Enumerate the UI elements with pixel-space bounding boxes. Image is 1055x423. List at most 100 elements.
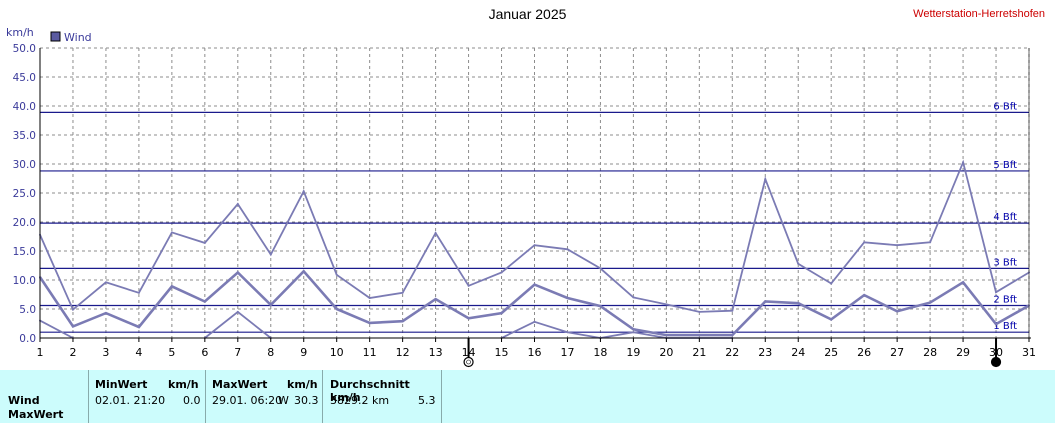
- y-tick-label: 0.0: [19, 333, 36, 345]
- x-tick-label: 13: [429, 346, 443, 359]
- y-axis-unit: km/h: [6, 26, 34, 39]
- data-point-min: [533, 320, 536, 323]
- data-point-max: [335, 273, 338, 276]
- y-tick-label: 25.0: [13, 188, 36, 200]
- x-tick-label: 9: [300, 346, 307, 359]
- x-tick-label: 18: [593, 346, 607, 359]
- x-tick-label: 23: [758, 346, 772, 359]
- x-tick-label: 2: [69, 346, 76, 359]
- x-tick-label: 16: [528, 346, 542, 359]
- y-tick-label: 45.0: [13, 72, 36, 84]
- data-point-avg: [665, 334, 668, 337]
- x-tick-label: 1: [37, 346, 44, 359]
- x-tick-label: 5: [168, 346, 175, 359]
- data-point-min: [566, 331, 569, 334]
- data-point-avg: [335, 308, 338, 310]
- data-point-avg: [896, 310, 899, 313]
- stats-max-column: MaxWert km/h 29.01. 06:20 W 30.3: [205, 370, 323, 423]
- data-point-avg: [830, 318, 833, 321]
- stats-avg-column: Durchschnitt km/h 3829.2 km 5.3: [322, 370, 442, 423]
- data-point-avg: [962, 281, 965, 284]
- x-tick-label: 8: [267, 346, 274, 359]
- y-tick-label: 50.0: [13, 43, 36, 55]
- data-point-avg: [104, 312, 107, 315]
- x-tick-label: 24: [791, 346, 805, 359]
- series-line-min: [39, 319, 74, 339]
- y-tick-label: 10.0: [13, 275, 36, 287]
- data-point-max: [104, 281, 107, 284]
- data-point-max: [764, 178, 767, 181]
- data-point-max: [71, 308, 74, 311]
- max-value: 30.3: [294, 394, 319, 407]
- x-tick-label: 29: [956, 346, 970, 359]
- data-point-max: [269, 253, 272, 256]
- stats-row-maxwert: MaxWert: [8, 408, 64, 421]
- data-point-max: [797, 262, 800, 265]
- data-point-avg: [566, 296, 569, 299]
- data-point-max: [203, 241, 206, 244]
- x-tick-label: 12: [396, 346, 410, 359]
- x-tick-label: 21: [692, 346, 706, 359]
- wind-chart: km/h Wind 0.0 5.0 10.0 15.0 20.0 25.0 30.0 35.0…: [6, 26, 1036, 368]
- data-point-avg: [203, 300, 206, 303]
- data-point-avg: [698, 334, 701, 337]
- data-point-avg: [929, 301, 932, 304]
- data-point-avg: [434, 298, 437, 301]
- data-point-max: [467, 284, 470, 287]
- y-tick-label: 30.0: [13, 159, 36, 171]
- x-tick-label: 10: [330, 346, 344, 359]
- data-point-max: [665, 303, 668, 306]
- full-moon-inner: [466, 359, 471, 365]
- data-point-avg: [797, 302, 800, 305]
- beaufort-label: 6 Bft: [993, 101, 1017, 112]
- y-tick-label: 20.0: [13, 217, 36, 229]
- data-point-max: [170, 231, 173, 234]
- x-tick-label: 15: [495, 346, 509, 359]
- data-point-max: [434, 232, 437, 235]
- data-point-max: [731, 309, 734, 312]
- beaufort-label: 1 Bft: [993, 321, 1017, 332]
- station-name: Wetterstation-Herretshofen: [913, 8, 1045, 20]
- data-point-avg: [368, 321, 371, 324]
- data-point-min: [236, 310, 239, 313]
- data-point-max: [995, 291, 998, 294]
- max-direction: W: [278, 394, 289, 407]
- data-point-max: [401, 291, 404, 294]
- new-moon-icon: [990, 356, 1002, 368]
- data-point-avg: [632, 328, 635, 331]
- data-point-avg: [302, 270, 305, 273]
- data-point-max: [302, 190, 305, 193]
- x-tick-label: 6: [201, 346, 208, 359]
- data-point-max: [533, 244, 536, 247]
- data-point-max: [962, 161, 965, 164]
- avg-value: 5.3: [418, 394, 436, 407]
- x-tick-label: 20: [659, 346, 673, 359]
- y-tick-label: 15.0: [13, 246, 36, 258]
- x-tick-label: 17: [560, 346, 574, 359]
- x-tick-label: 22: [725, 346, 739, 359]
- stats-label-column: Wind MaxWert: [0, 370, 89, 423]
- data-point-max: [830, 282, 833, 285]
- y-tick-label: 5.0: [19, 304, 36, 316]
- data-point-max: [566, 248, 569, 251]
- min-timestamp: 02.01. 21:20: [95, 394, 166, 407]
- data-point-avg: [533, 283, 536, 286]
- data-point-max: [896, 244, 899, 247]
- beaufort-label: 5 Bft: [993, 160, 1017, 171]
- x-tick-label: 7: [234, 346, 241, 359]
- data-point-avg: [500, 312, 503, 315]
- data-point-avg: [599, 305, 602, 308]
- legend-label: Wind: [64, 31, 92, 44]
- data-point-max: [137, 291, 140, 294]
- data-point-avg: [137, 325, 140, 328]
- data-point-avg: [731, 334, 734, 337]
- chart-title: Januar 2025: [488, 6, 567, 22]
- x-tick-label: 4: [135, 346, 142, 359]
- beaufort-label: 3 Bft: [993, 257, 1017, 268]
- x-tick-label: 19: [626, 346, 640, 359]
- x-tick-label: 27: [890, 346, 904, 359]
- full-moon-icon: [463, 356, 474, 368]
- max-unit: km/h: [287, 378, 318, 391]
- x-tick-label: 26: [857, 346, 871, 359]
- beaufort-label: 4 Bft: [993, 212, 1017, 223]
